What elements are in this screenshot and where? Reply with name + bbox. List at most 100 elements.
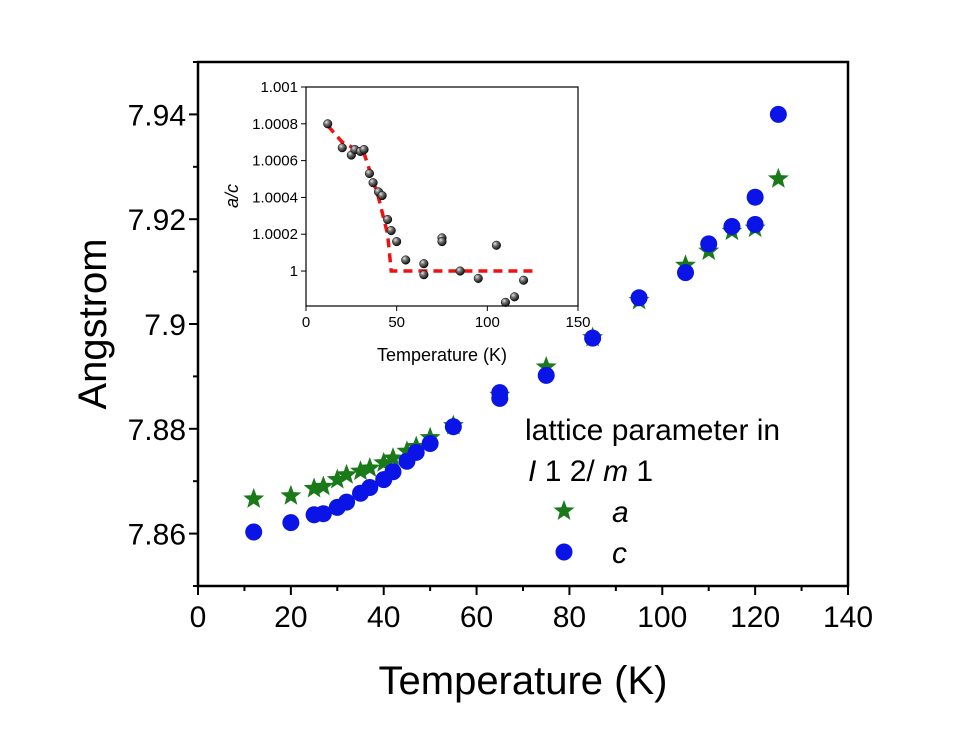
inset-point (437, 237, 447, 247)
point-c (537, 366, 555, 384)
inset-y-tick-label: 1.001 (260, 79, 298, 96)
inset-x-tick-label: 50 (388, 314, 405, 331)
inset-point (368, 178, 378, 188)
inset-point (519, 275, 529, 285)
inset-point (359, 145, 369, 155)
legend-star-icon (553, 500, 575, 520)
inset-y-ticks: 1 1.0002 1.0004 1.0006 1.0008 1.001 (252, 79, 306, 280)
point-c (584, 329, 602, 347)
point-c (444, 418, 462, 436)
point-c (769, 105, 787, 123)
main-plot: 0 20 40 60 80 100 120 140 7.86 7.88 7.9 7.92 7.94 T… (71, 60, 873, 703)
point-a (535, 355, 557, 376)
inset-y-tick-label: 1.0002 (252, 226, 298, 243)
inset-point (419, 270, 429, 280)
point-c (746, 215, 764, 233)
point-a (767, 167, 789, 188)
inset-point (377, 191, 387, 201)
main-x-tick-label: 0 (190, 601, 207, 634)
point-a (326, 468, 348, 489)
inset-guide-path (326, 124, 533, 273)
point-a (243, 488, 265, 508)
main-y-tick-label: 7.94 (128, 99, 186, 132)
main-x-tick-label: 140 (823, 601, 873, 634)
main-y-tick-label: 7.88 (128, 414, 186, 447)
point-a (359, 457, 381, 477)
inset-y-tick-label: 1.0006 (252, 153, 298, 170)
point-c (677, 264, 694, 282)
legend-label-a: a (612, 496, 629, 529)
point-c (314, 505, 332, 523)
legend-spacegroup-m: m (603, 455, 628, 488)
legend-item-a: a (553, 496, 629, 529)
inset-point (455, 266, 465, 276)
point-a (350, 460, 371, 481)
main-y-tick-label: 7.86 (128, 519, 186, 552)
main-y-axis-label: Angstrom (71, 238, 115, 409)
inset-y-axis-label: a/c (222, 184, 242, 208)
inset-point (392, 237, 402, 247)
point-c (282, 514, 300, 532)
main-x-tick-label: 120 (730, 601, 780, 634)
inset-point (323, 119, 333, 129)
inset-x-axis-label: Temperature (K) (377, 345, 507, 365)
legend-label-c: c (612, 537, 627, 570)
inset-x-tick-label: 150 (565, 314, 590, 331)
legend-spacegroup-i: I (528, 455, 536, 488)
main-x-tick-label: 80 (553, 601, 586, 634)
point-a (373, 451, 395, 472)
inset-point (386, 225, 396, 236)
inset-background (306, 87, 578, 306)
inset-plot: 0 50 100 150 1 1.0002 1.0004 1.0006 1.0008 1.001… (222, 79, 591, 365)
main-x-tick-label: 20 (274, 601, 307, 634)
inset-point (337, 143, 347, 153)
legend: lattice parameter in I 1 2/ m 1 a c (525, 414, 780, 570)
point-c (407, 443, 425, 461)
legend-title-line1: lattice parameter in (525, 414, 780, 447)
main-y-tick-label: 7.9 (144, 309, 186, 342)
point-a (382, 447, 404, 468)
point-c (746, 188, 764, 206)
point-a (303, 477, 325, 498)
point-c (491, 384, 509, 402)
main-x-axis-label: Temperature (K) (379, 659, 668, 703)
point-a (280, 484, 302, 505)
legend-spacegroup-mid: 1 2/ (545, 455, 596, 488)
point-c (338, 493, 356, 511)
legend-spacegroup-end: 1 (636, 455, 653, 488)
point-a (336, 463, 358, 484)
inset-guide-line (326, 124, 533, 273)
main-y-tick-label: 7.92 (128, 204, 186, 237)
main-series-c (245, 105, 787, 541)
inset-point (419, 259, 429, 269)
point-c (723, 218, 741, 236)
legend-title-line2: I 1 2/ m 1 (528, 455, 653, 488)
inset-x-tick-label: 0 (302, 314, 310, 331)
inset-x-ticks: 0 50 100 150 (302, 306, 591, 331)
main-x-tick-label: 60 (460, 601, 493, 634)
point-c (361, 478, 379, 496)
legend-circle-icon (555, 543, 573, 561)
main-x-tick-label: 100 (637, 601, 687, 634)
inset-plot-frame (305, 86, 579, 307)
inset-point (364, 168, 375, 179)
point-c (384, 463, 402, 481)
inset-point (401, 255, 411, 265)
main-x-ticks: 0 20 40 60 80 100 120 140 (190, 586, 873, 634)
point-c (421, 434, 439, 452)
inset-series (323, 119, 529, 307)
inset-y-tick-label: 1.0004 (252, 189, 298, 206)
point-a (312, 475, 334, 496)
inset-y-tick-label: 1.0008 (252, 116, 298, 133)
point-a (396, 440, 418, 461)
main-y-ticks: 7.86 7.88 7.9 7.92 7.94 (128, 61, 198, 587)
main-x-tick-label: 40 (367, 601, 400, 634)
inset-point (500, 297, 511, 307)
point-c (245, 523, 263, 541)
inset-point (509, 292, 520, 302)
inset-x-tick-label: 100 (475, 314, 500, 331)
point-c (630, 289, 648, 307)
point-c (700, 235, 718, 253)
inset-y-tick-label: 1 (290, 263, 298, 280)
